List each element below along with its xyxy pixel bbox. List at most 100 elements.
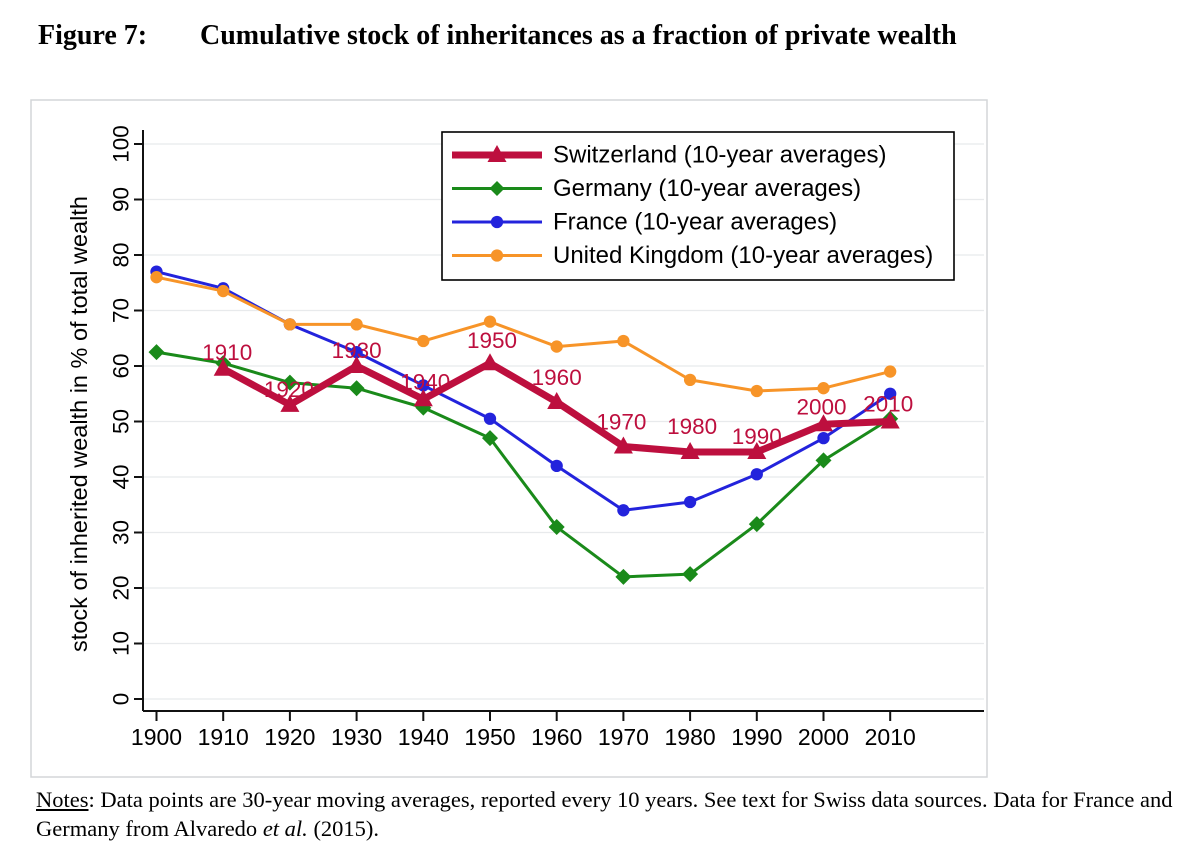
data-point-germany bbox=[815, 452, 832, 469]
y-axis-title: stock of inherited wealth in % of total … bbox=[66, 196, 92, 652]
x-tick-label: 1960 bbox=[531, 724, 582, 750]
x-tick-label: 1940 bbox=[398, 724, 449, 750]
x-tick-label: 1910 bbox=[198, 724, 249, 750]
figure-header: Figure 7: Cumulative stock of inheritanc… bbox=[0, 20, 1200, 60]
x-tick-label: 2000 bbox=[798, 724, 849, 750]
data-point-switzerland bbox=[813, 414, 834, 432]
data-point-switzerland bbox=[413, 389, 433, 407]
data-point-uk bbox=[884, 365, 897, 378]
legend-entry-germany: Germany (10-year averages) bbox=[452, 175, 861, 202]
series-line-germany bbox=[155, 350, 892, 579]
data-point-uk bbox=[617, 334, 630, 348]
data-point-switzerland bbox=[747, 441, 767, 459]
notes-prefix: Notes bbox=[36, 787, 89, 812]
figure-number-label: Figure 7: bbox=[38, 20, 148, 51]
legend-label-germany: Germany (10-year averages) bbox=[553, 175, 861, 202]
legend: Switzerland (10-year averages) Germany (1… bbox=[441, 131, 955, 281]
legend-label-switzerland: Switzerland (10-year averages) bbox=[553, 142, 886, 169]
data-point-germany bbox=[482, 430, 498, 447]
point-label-1910: 1910 bbox=[202, 340, 252, 365]
series-uk bbox=[150, 271, 897, 398]
y-tick-label: 90 bbox=[109, 187, 134, 212]
point-label-1920: 1920 bbox=[264, 377, 314, 402]
data-point-uk bbox=[217, 284, 230, 298]
x-tick-label: 1970 bbox=[598, 724, 649, 750]
y-tick-label: 70 bbox=[109, 298, 134, 323]
point-label-1950: 1950 bbox=[467, 328, 517, 353]
data-point-germany bbox=[148, 344, 165, 361]
data-point-uk bbox=[817, 382, 830, 395]
data-point-france bbox=[817, 432, 830, 445]
data-point-switzerland bbox=[613, 436, 633, 454]
series-switzerland bbox=[213, 353, 900, 459]
x-tick-label: 1920 bbox=[264, 724, 315, 750]
legend-entry-switzerland: Switzerland (10-year averages) bbox=[452, 142, 886, 169]
data-point-germany bbox=[548, 518, 565, 535]
legend-entry-france: France (10-year averages) bbox=[452, 209, 837, 236]
y-tick-label: 60 bbox=[109, 353, 134, 378]
y-tick-label: 50 bbox=[109, 409, 134, 434]
legend-label-uk: United Kingdom (10-year averages) bbox=[553, 242, 933, 269]
data-point-france bbox=[884, 387, 897, 400]
data-point-france bbox=[683, 495, 697, 509]
y-tick-label: 30 bbox=[109, 520, 134, 545]
data-point-germany bbox=[348, 380, 365, 397]
point-label-1990: 1990 bbox=[732, 424, 782, 449]
point-labels: 1910 1920 1930 1940 1950 1960 1970 1980 1990 2000… bbox=[202, 328, 913, 449]
data-point-germany bbox=[748, 516, 765, 533]
data-point-uk bbox=[750, 384, 763, 398]
x-axis: 1900 1910 1920 1930 1940 1950 1960 1970 1980 1990… bbox=[131, 710, 984, 750]
legend-label-france: France (10-year averages) bbox=[553, 209, 837, 236]
data-point-switzerland bbox=[213, 358, 233, 376]
x-tick-label: 1950 bbox=[464, 724, 515, 750]
data-point-france bbox=[417, 379, 430, 392]
data-point-uk bbox=[350, 318, 363, 331]
notes-body-1: : Data points are 30-year moving average… bbox=[36, 787, 1173, 841]
point-label-1980: 1980 bbox=[667, 414, 717, 439]
data-point-switzerland bbox=[547, 392, 567, 410]
data-point-france bbox=[483, 412, 497, 425]
data-point-germany bbox=[682, 566, 699, 583]
data-point-france bbox=[550, 459, 563, 473]
point-label-1970: 1970 bbox=[596, 409, 646, 434]
y-axis: 0 10 20 30 40 50 60 70 80 90 100 stock of inherited… bbox=[66, 125, 144, 711]
data-point-switzerland bbox=[680, 441, 700, 459]
point-label-2000: 2000 bbox=[796, 394, 846, 419]
data-point-switzerland bbox=[280, 394, 300, 412]
x-tick-label: 1900 bbox=[131, 724, 182, 750]
data-point-france bbox=[617, 504, 630, 517]
x-tick-label: 2010 bbox=[865, 724, 916, 750]
notes-et-al: et al. bbox=[262, 815, 308, 841]
data-point-uk bbox=[550, 340, 563, 353]
point-label-1940: 1940 bbox=[400, 369, 450, 394]
data-point-uk bbox=[150, 271, 163, 284]
legend-swatch-marker bbox=[490, 249, 504, 262]
legend-entry-uk: United Kingdom (10-year averages) bbox=[452, 242, 933, 269]
legend-swatch-marker bbox=[489, 181, 505, 196]
data-point-uk bbox=[417, 334, 430, 348]
data-point-switzerland bbox=[880, 411, 900, 429]
point-label-2010: 2010 bbox=[863, 392, 913, 417]
data-point-switzerland bbox=[480, 353, 500, 371]
y-tick-label: 0 bbox=[109, 693, 134, 706]
data-point-uk bbox=[283, 318, 297, 331]
figure-title: Cumulative stock of inheritances as a fr… bbox=[200, 20, 957, 51]
y-tick-label: 100 bbox=[109, 125, 134, 163]
x-tick-label: 1980 bbox=[665, 724, 716, 750]
data-point-france bbox=[750, 468, 763, 481]
y-tick-label: 80 bbox=[109, 242, 134, 267]
data-point-france bbox=[350, 345, 363, 359]
legend-swatch-marker bbox=[487, 144, 507, 162]
data-point-germany bbox=[281, 374, 298, 391]
notes-body-2: (2015). bbox=[307, 815, 380, 841]
notes-text: Notes: Data points are 30-year moving av… bbox=[36, 786, 1181, 844]
data-point-germany bbox=[615, 568, 632, 585]
series-line-uk bbox=[155, 275, 892, 393]
data-point-uk bbox=[483, 315, 497, 328]
legend-swatch-marker bbox=[490, 215, 504, 229]
data-point-switzerland bbox=[347, 355, 367, 373]
data-point-uk bbox=[683, 373, 697, 387]
